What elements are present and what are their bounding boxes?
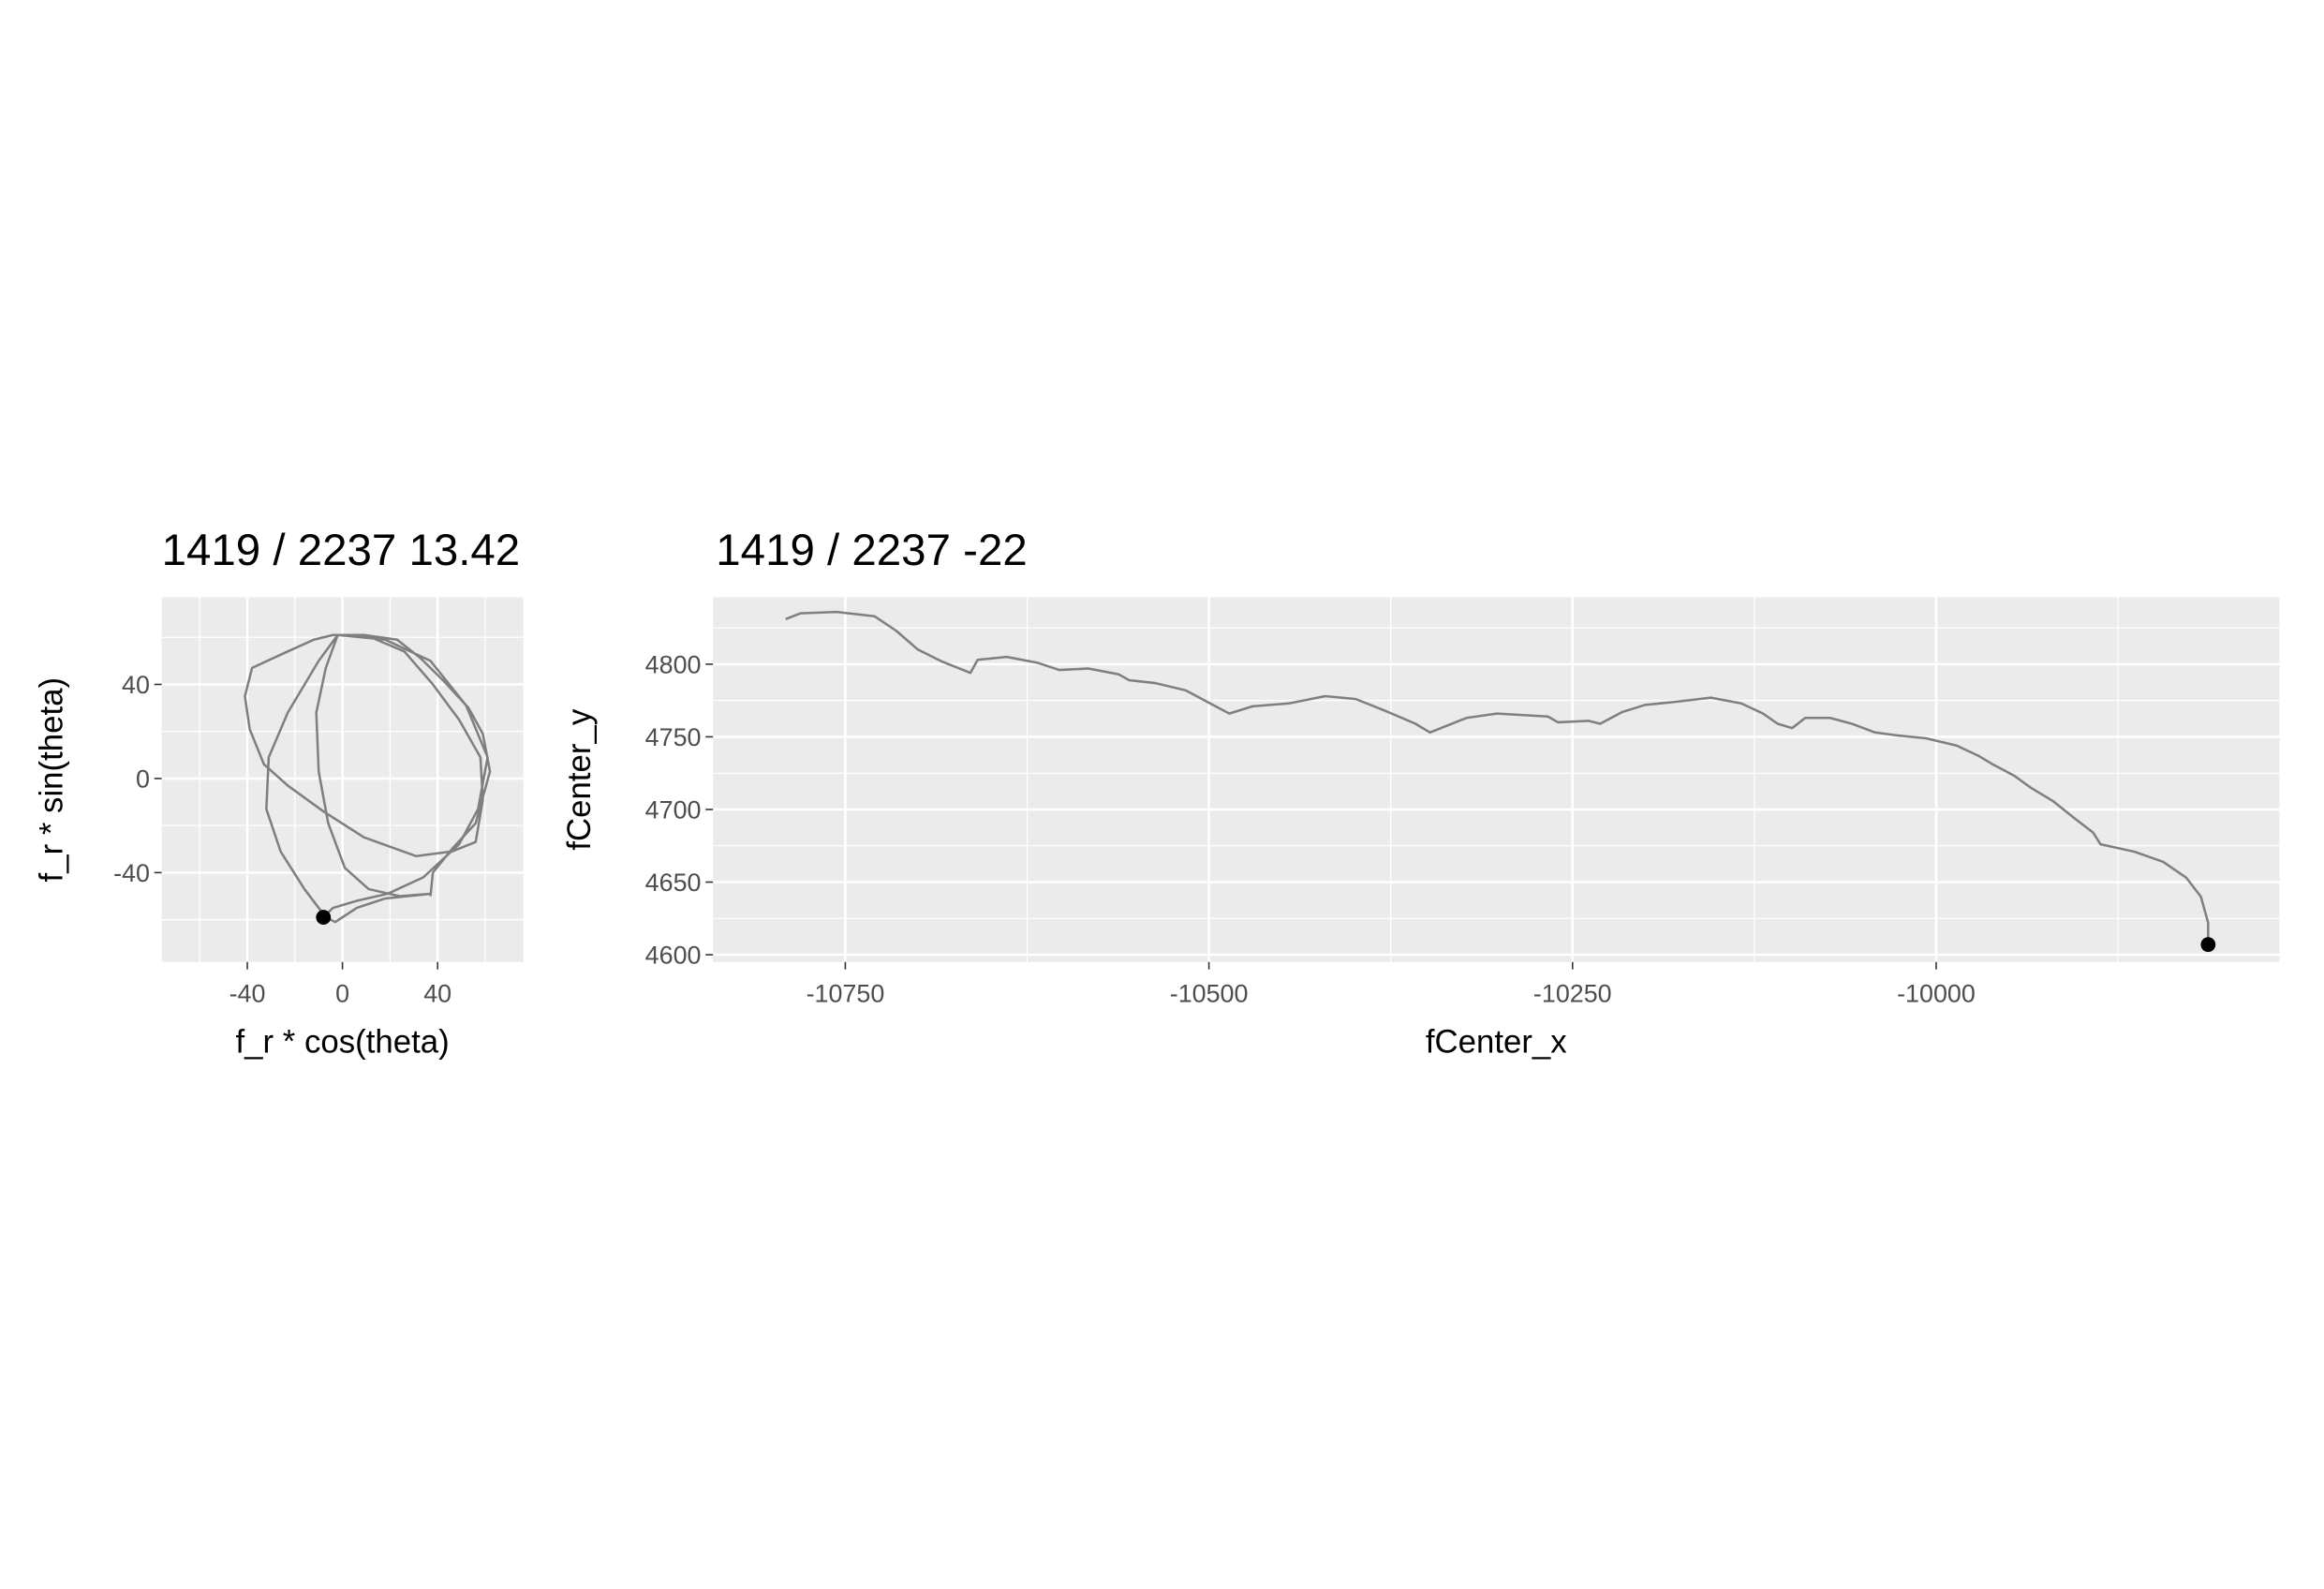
y-tick-label: 40 — [122, 671, 150, 699]
y-tick-label: -40 — [113, 859, 150, 887]
y-tick-label: 4650 — [645, 869, 702, 897]
current-point — [2200, 937, 2216, 953]
y-tick-label: 4800 — [645, 650, 702, 678]
chart-title: 1419 / 2237 13.42 — [162, 526, 521, 575]
y-axis-label: fCenter_y — [561, 708, 598, 850]
y-tick-label: 0 — [136, 765, 150, 793]
x-tick-label: -40 — [229, 979, 266, 1007]
y-tick-label: 4700 — [645, 795, 702, 824]
y-axis-label: f_r * sin(theta) — [34, 677, 70, 883]
y-tick-label: 4750 — [645, 723, 702, 751]
x-tick-label: 0 — [335, 979, 349, 1007]
x-tick-label: -10750 — [807, 979, 885, 1007]
x-tick-label: 40 — [423, 979, 451, 1007]
chart-title: 1419 / 2237 -22 — [716, 526, 1027, 575]
y-tick-label: 4600 — [645, 942, 702, 970]
x-axis-label: fCenter_x — [1426, 1023, 1567, 1060]
trajectory-line — [785, 610, 2210, 945]
x-tick-label: -10500 — [1170, 979, 1249, 1007]
panel-background — [713, 597, 2280, 962]
x-axis-label: f_r * cos(theta) — [236, 1023, 450, 1060]
x-tick-label: -10000 — [1897, 979, 1976, 1007]
trajectory-line — [244, 633, 492, 924]
x-tick-label: -10250 — [1533, 979, 1612, 1007]
current-point — [316, 910, 332, 925]
